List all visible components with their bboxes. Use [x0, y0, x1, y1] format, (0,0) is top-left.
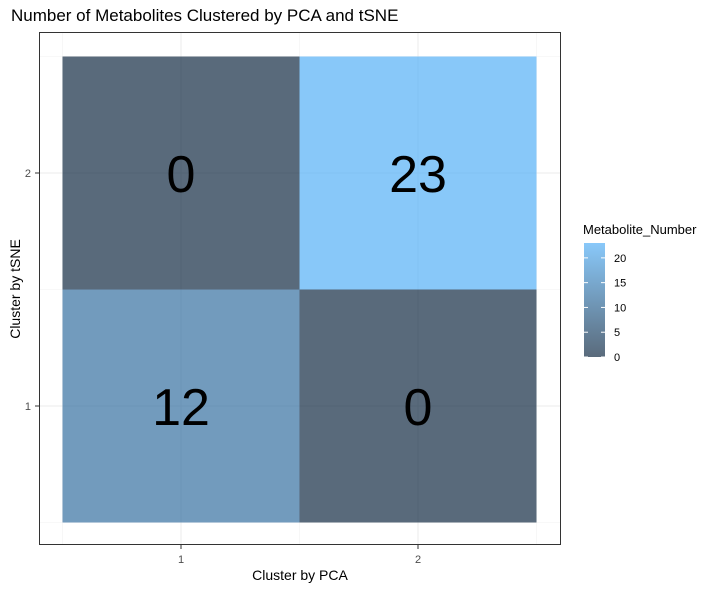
plot-panel: 0 23 12 0 [39, 32, 561, 545]
y-tick-label: 1 [25, 401, 31, 413]
x-tick-label: 1 [178, 554, 184, 566]
y-axis: 12 [25, 168, 39, 413]
legend-tick-label: 5 [614, 327, 620, 339]
cell-value-label: 12 [152, 379, 210, 437]
cell-value-label: 0 [167, 146, 196, 204]
x-axis-title: Cluster by PCA [252, 567, 348, 583]
heatmap-cell [299, 289, 537, 523]
x-tick-label: 2 [415, 554, 421, 566]
y-tick-label: 2 [25, 168, 31, 180]
chart-title: Number of Metabolites Clustered by PCA a… [11, 6, 398, 25]
legend-tick-label: 0 [614, 352, 620, 364]
legend-tick-label: 20 [614, 253, 626, 265]
cell-value-label: 23 [389, 146, 447, 204]
y-axis-title: Cluster by tSNE [7, 239, 23, 339]
cell-value-label: 0 [404, 379, 433, 437]
legend-colorbar [584, 243, 605, 357]
heatmap-cell [62, 56, 300, 290]
panel-border [39, 32, 561, 545]
legend: Metabolite_Number 0 5 10 15 20 [583, 222, 697, 364]
heatmap-cell [62, 289, 300, 523]
legend-tick-label: 10 [614, 302, 626, 314]
legend-tick-label: 15 [614, 278, 626, 290]
heatmap-cell [299, 56, 537, 290]
legend-title: Metabolite_Number [583, 222, 697, 237]
